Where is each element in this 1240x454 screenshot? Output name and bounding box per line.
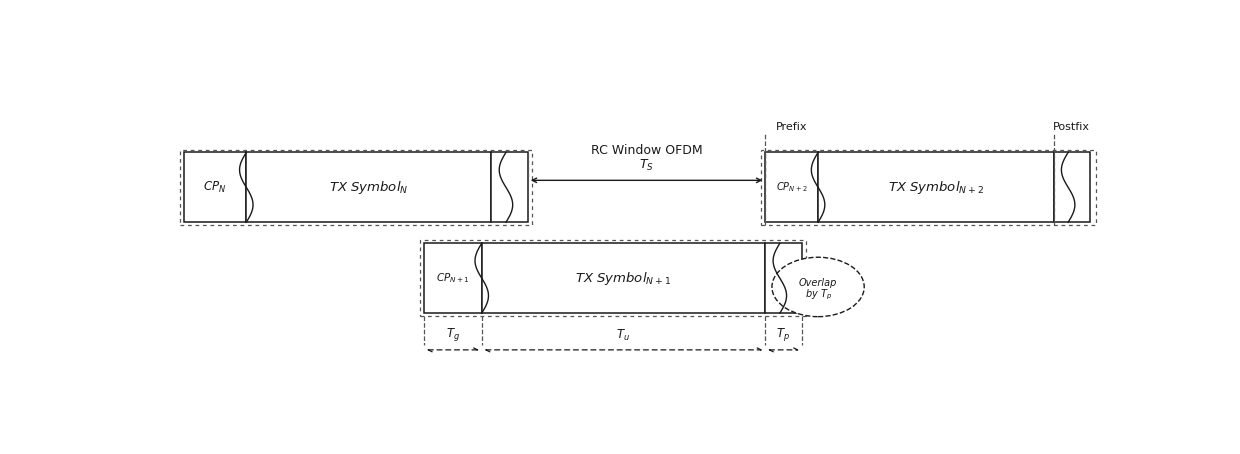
Bar	[184, 153, 247, 222]
Text: TX Symbol$_{N+1}$: TX Symbol$_{N+1}$	[575, 270, 672, 287]
Text: $CP_N$: $CP_N$	[203, 180, 227, 195]
Text: $T_g$: $T_g$	[446, 326, 460, 343]
Text: $T_u$: $T_u$	[616, 328, 630, 343]
Text: Prefix: Prefix	[776, 122, 807, 132]
Text: $CP_{N+1}$: $CP_{N+1}$	[436, 271, 470, 285]
Bar	[247, 153, 491, 222]
Bar	[420, 241, 806, 316]
Bar	[1054, 153, 1090, 222]
Bar	[491, 153, 528, 222]
Bar	[818, 153, 1054, 222]
Bar	[481, 243, 765, 313]
Bar	[765, 243, 802, 313]
Text: $T_p$: $T_p$	[776, 326, 791, 343]
Text: $T_S$: $T_S$	[639, 158, 653, 173]
Text: by $T_p$: by $T_p$	[805, 287, 832, 302]
Text: Overlap: Overlap	[799, 278, 837, 288]
Bar	[761, 149, 1096, 225]
Text: RC Window OFDM: RC Window OFDM	[590, 143, 702, 157]
Text: Postfix: Postfix	[1053, 122, 1090, 132]
Bar	[180, 149, 532, 225]
Bar	[765, 153, 818, 222]
Ellipse shape	[773, 257, 864, 317]
Text: TX Symbol$_N$: TX Symbol$_N$	[329, 179, 409, 196]
Bar	[424, 243, 481, 313]
Text: TX Symbol$_{N+2}$: TX Symbol$_{N+2}$	[888, 179, 983, 196]
Text: $CP_{N+2}$: $CP_{N+2}$	[776, 180, 807, 194]
